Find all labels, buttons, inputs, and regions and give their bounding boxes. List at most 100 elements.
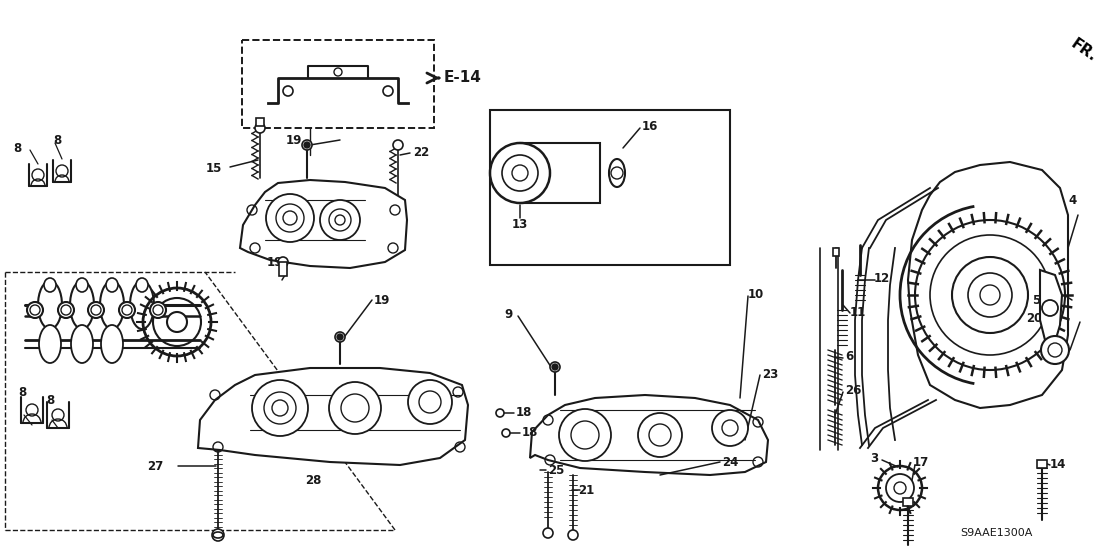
- Text: 3: 3: [870, 452, 878, 466]
- Polygon shape: [1040, 270, 1061, 342]
- Text: E-14: E-14: [444, 70, 482, 86]
- Circle shape: [952, 257, 1028, 333]
- Text: 8: 8: [47, 394, 54, 406]
- Text: 25: 25: [548, 463, 564, 477]
- Circle shape: [153, 305, 163, 315]
- Text: 11: 11: [850, 306, 866, 320]
- Circle shape: [930, 235, 1050, 355]
- Circle shape: [61, 305, 71, 315]
- Ellipse shape: [136, 278, 148, 292]
- Text: 27: 27: [146, 460, 163, 472]
- Text: 14: 14: [1050, 458, 1066, 472]
- Ellipse shape: [71, 325, 93, 363]
- Circle shape: [58, 302, 74, 318]
- Text: 18: 18: [516, 406, 532, 420]
- Polygon shape: [240, 180, 407, 268]
- Circle shape: [320, 200, 360, 240]
- Text: 18: 18: [522, 426, 538, 440]
- Ellipse shape: [213, 532, 223, 538]
- Circle shape: [122, 305, 132, 315]
- Circle shape: [304, 142, 310, 148]
- Circle shape: [335, 332, 345, 342]
- Circle shape: [638, 413, 683, 457]
- Circle shape: [1042, 300, 1058, 316]
- Circle shape: [212, 529, 224, 541]
- Ellipse shape: [100, 281, 124, 329]
- Circle shape: [894, 482, 906, 494]
- Circle shape: [278, 257, 288, 267]
- Text: 28: 28: [305, 473, 321, 487]
- Text: 10: 10: [748, 288, 765, 300]
- Circle shape: [88, 302, 104, 318]
- Circle shape: [167, 312, 187, 332]
- Circle shape: [266, 194, 314, 242]
- Circle shape: [512, 165, 529, 181]
- Circle shape: [329, 209, 351, 231]
- Circle shape: [276, 204, 304, 232]
- Text: 4: 4: [1068, 194, 1076, 206]
- Circle shape: [27, 302, 43, 318]
- Text: 17: 17: [913, 456, 930, 469]
- Text: S9AAE1300A: S9AAE1300A: [960, 528, 1033, 538]
- Ellipse shape: [44, 278, 57, 292]
- Text: 5: 5: [1032, 294, 1040, 306]
- Circle shape: [611, 167, 623, 179]
- Circle shape: [255, 123, 265, 133]
- Polygon shape: [530, 395, 768, 475]
- Circle shape: [335, 215, 345, 225]
- Text: 13: 13: [512, 218, 529, 232]
- Text: 9: 9: [505, 309, 513, 321]
- Circle shape: [568, 530, 578, 540]
- Circle shape: [543, 528, 553, 538]
- Circle shape: [419, 391, 441, 413]
- Ellipse shape: [106, 278, 117, 292]
- Circle shape: [496, 409, 504, 417]
- Text: 15: 15: [206, 161, 222, 175]
- Circle shape: [119, 302, 135, 318]
- Text: 21: 21: [578, 483, 594, 497]
- Text: FR.: FR.: [1068, 36, 1099, 64]
- Circle shape: [91, 305, 101, 315]
- Text: 12: 12: [874, 272, 890, 284]
- Ellipse shape: [70, 281, 94, 329]
- Polygon shape: [198, 368, 468, 465]
- Ellipse shape: [39, 325, 61, 363]
- Bar: [279, 262, 287, 276]
- Circle shape: [150, 302, 166, 318]
- Circle shape: [337, 334, 343, 340]
- Bar: [903, 498, 913, 506]
- Text: 6: 6: [845, 351, 853, 363]
- Bar: [242, 40, 434, 128]
- Circle shape: [649, 424, 671, 446]
- Circle shape: [571, 421, 599, 449]
- Circle shape: [329, 382, 381, 434]
- Circle shape: [502, 429, 510, 437]
- Text: 22: 22: [413, 147, 429, 159]
- Circle shape: [915, 220, 1065, 370]
- Circle shape: [393, 140, 403, 150]
- Text: 19: 19: [286, 133, 302, 147]
- Text: 8: 8: [53, 134, 61, 148]
- Circle shape: [886, 474, 914, 502]
- Circle shape: [283, 211, 297, 225]
- Bar: [833, 248, 839, 256]
- Text: 16: 16: [642, 119, 658, 133]
- Text: 20: 20: [1026, 311, 1042, 325]
- Ellipse shape: [38, 281, 62, 329]
- Text: 26: 26: [845, 383, 861, 397]
- Circle shape: [264, 392, 296, 424]
- Circle shape: [1042, 336, 1069, 364]
- Text: 24: 24: [722, 456, 738, 468]
- Text: 19: 19: [267, 255, 283, 269]
- Circle shape: [560, 409, 611, 461]
- Circle shape: [271, 400, 288, 416]
- Circle shape: [979, 285, 1001, 305]
- Polygon shape: [907, 162, 1068, 408]
- Bar: [520, 143, 601, 203]
- Ellipse shape: [76, 278, 88, 292]
- Text: 19: 19: [375, 294, 390, 306]
- Circle shape: [1048, 343, 1061, 357]
- Circle shape: [341, 394, 369, 422]
- Circle shape: [302, 140, 312, 150]
- Ellipse shape: [101, 325, 123, 363]
